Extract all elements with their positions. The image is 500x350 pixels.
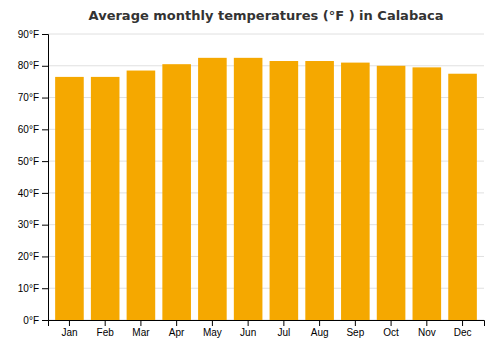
tick-mark [42, 34, 48, 35]
tick-label: Mar [132, 327, 150, 338]
grid-line [48, 65, 484, 66]
bar [162, 64, 191, 320]
tick: Oct [383, 320, 399, 338]
bar [55, 77, 84, 320]
tick: Apr [169, 320, 185, 338]
grid [48, 34, 484, 320]
tick-mark [248, 320, 249, 326]
tick: 50°F [18, 156, 48, 167]
tick-label: Jun [240, 327, 256, 338]
tick-mark [42, 256, 48, 257]
tick-mark [391, 320, 392, 326]
tick: 80°F [18, 60, 48, 71]
bar [270, 61, 299, 320]
tick-mark [426, 320, 427, 326]
tick-label: Apr [169, 327, 185, 338]
bar [448, 74, 477, 320]
tick-label: 50°F [18, 156, 39, 167]
y-axis: 0°F 10°F 20°F 30°F 40°F 50°F 60°F 70°F 80°F 90°F [18, 29, 49, 326]
bar [198, 58, 227, 320]
tick-mark [69, 320, 70, 326]
x-axis: Jan Feb Mar Apr May Jun Jul Aug Sep Oct Nov Dec [49, 320, 485, 338]
tick-mark [42, 288, 48, 289]
tick: Jan [61, 320, 77, 338]
title: Average monthly temperatures (°F ) in Ca… [89, 8, 444, 23]
tick-label: 30°F [18, 219, 39, 230]
bar [413, 67, 442, 320]
tick-mark [42, 193, 48, 194]
tick-label: Jan [61, 327, 77, 338]
tick-label: 10°F [18, 283, 39, 294]
tick: Sep [346, 320, 364, 338]
tick-label: Jul [277, 327, 290, 338]
tick: 0°F [23, 315, 48, 326]
tick: 70°F [18, 92, 48, 103]
bar [127, 71, 156, 320]
tick: Dec [454, 320, 472, 338]
tick: Jul [277, 320, 290, 338]
bar [91, 77, 120, 320]
tick: Aug [311, 320, 329, 338]
tick: Nov [418, 320, 436, 338]
plot-area: 0°F 10°F 20°F 30°F 40°F 50°F 60°F 70°F 80°F 90°F J… [18, 29, 485, 338]
tick-mark [42, 129, 48, 130]
tick: Mar [132, 320, 150, 338]
tick-label: Feb [97, 327, 115, 338]
tick-label: 70°F [18, 92, 39, 103]
tick-mark [176, 320, 177, 326]
tick: 10°F [18, 283, 48, 294]
tick: 40°F [18, 188, 48, 199]
tick-label: 40°F [18, 188, 39, 199]
bar [234, 58, 263, 320]
grid-line [48, 34, 484, 35]
tick-label: Nov [418, 327, 436, 338]
tick-label: 80°F [18, 60, 39, 71]
tick-label: 90°F [18, 29, 39, 40]
tick-mark [105, 320, 106, 326]
tick-mark [355, 320, 356, 326]
tick-mark [283, 320, 284, 326]
tick-mark [42, 98, 48, 99]
tick: 60°F [18, 124, 48, 135]
tick-mark [212, 320, 213, 326]
tick-mark [42, 66, 48, 67]
tick-label: 0°F [23, 315, 39, 326]
tick-label: 60°F [18, 124, 39, 135]
tick-label: 20°F [18, 251, 39, 262]
bar [341, 63, 370, 320]
bar [305, 61, 334, 320]
tick-mark [140, 320, 141, 326]
tick-mark [42, 225, 48, 226]
tick: May [203, 320, 222, 338]
axis-line [49, 321, 485, 327]
tick-label: May [203, 327, 222, 338]
tick-label: Oct [383, 327, 399, 338]
tick-mark [319, 320, 320, 326]
tick: 20°F [18, 251, 48, 262]
bar [377, 66, 406, 320]
tick-mark [42, 320, 48, 321]
bars [55, 58, 477, 320]
chart-container: 0°F 10°F 20°F 30°F 40°F 50°F 60°F 70°F 80°F 90°F J… [0, 0, 500, 350]
axis-line [42, 35, 49, 321]
tick: 90°F [18, 29, 48, 40]
tick-mark [462, 320, 463, 326]
tick-mark [42, 161, 48, 162]
tick-label: Aug [311, 327, 329, 338]
tick: 30°F [18, 219, 48, 230]
tick-label: Dec [454, 327, 472, 338]
tick: Feb [97, 320, 115, 338]
tick-label: Sep [346, 327, 364, 338]
tick: Jun [240, 320, 256, 338]
chart-svg: 0°F 10°F 20°F 30°F 40°F 50°F 60°F 70°F 80°F 90°F J… [0, 0, 500, 350]
